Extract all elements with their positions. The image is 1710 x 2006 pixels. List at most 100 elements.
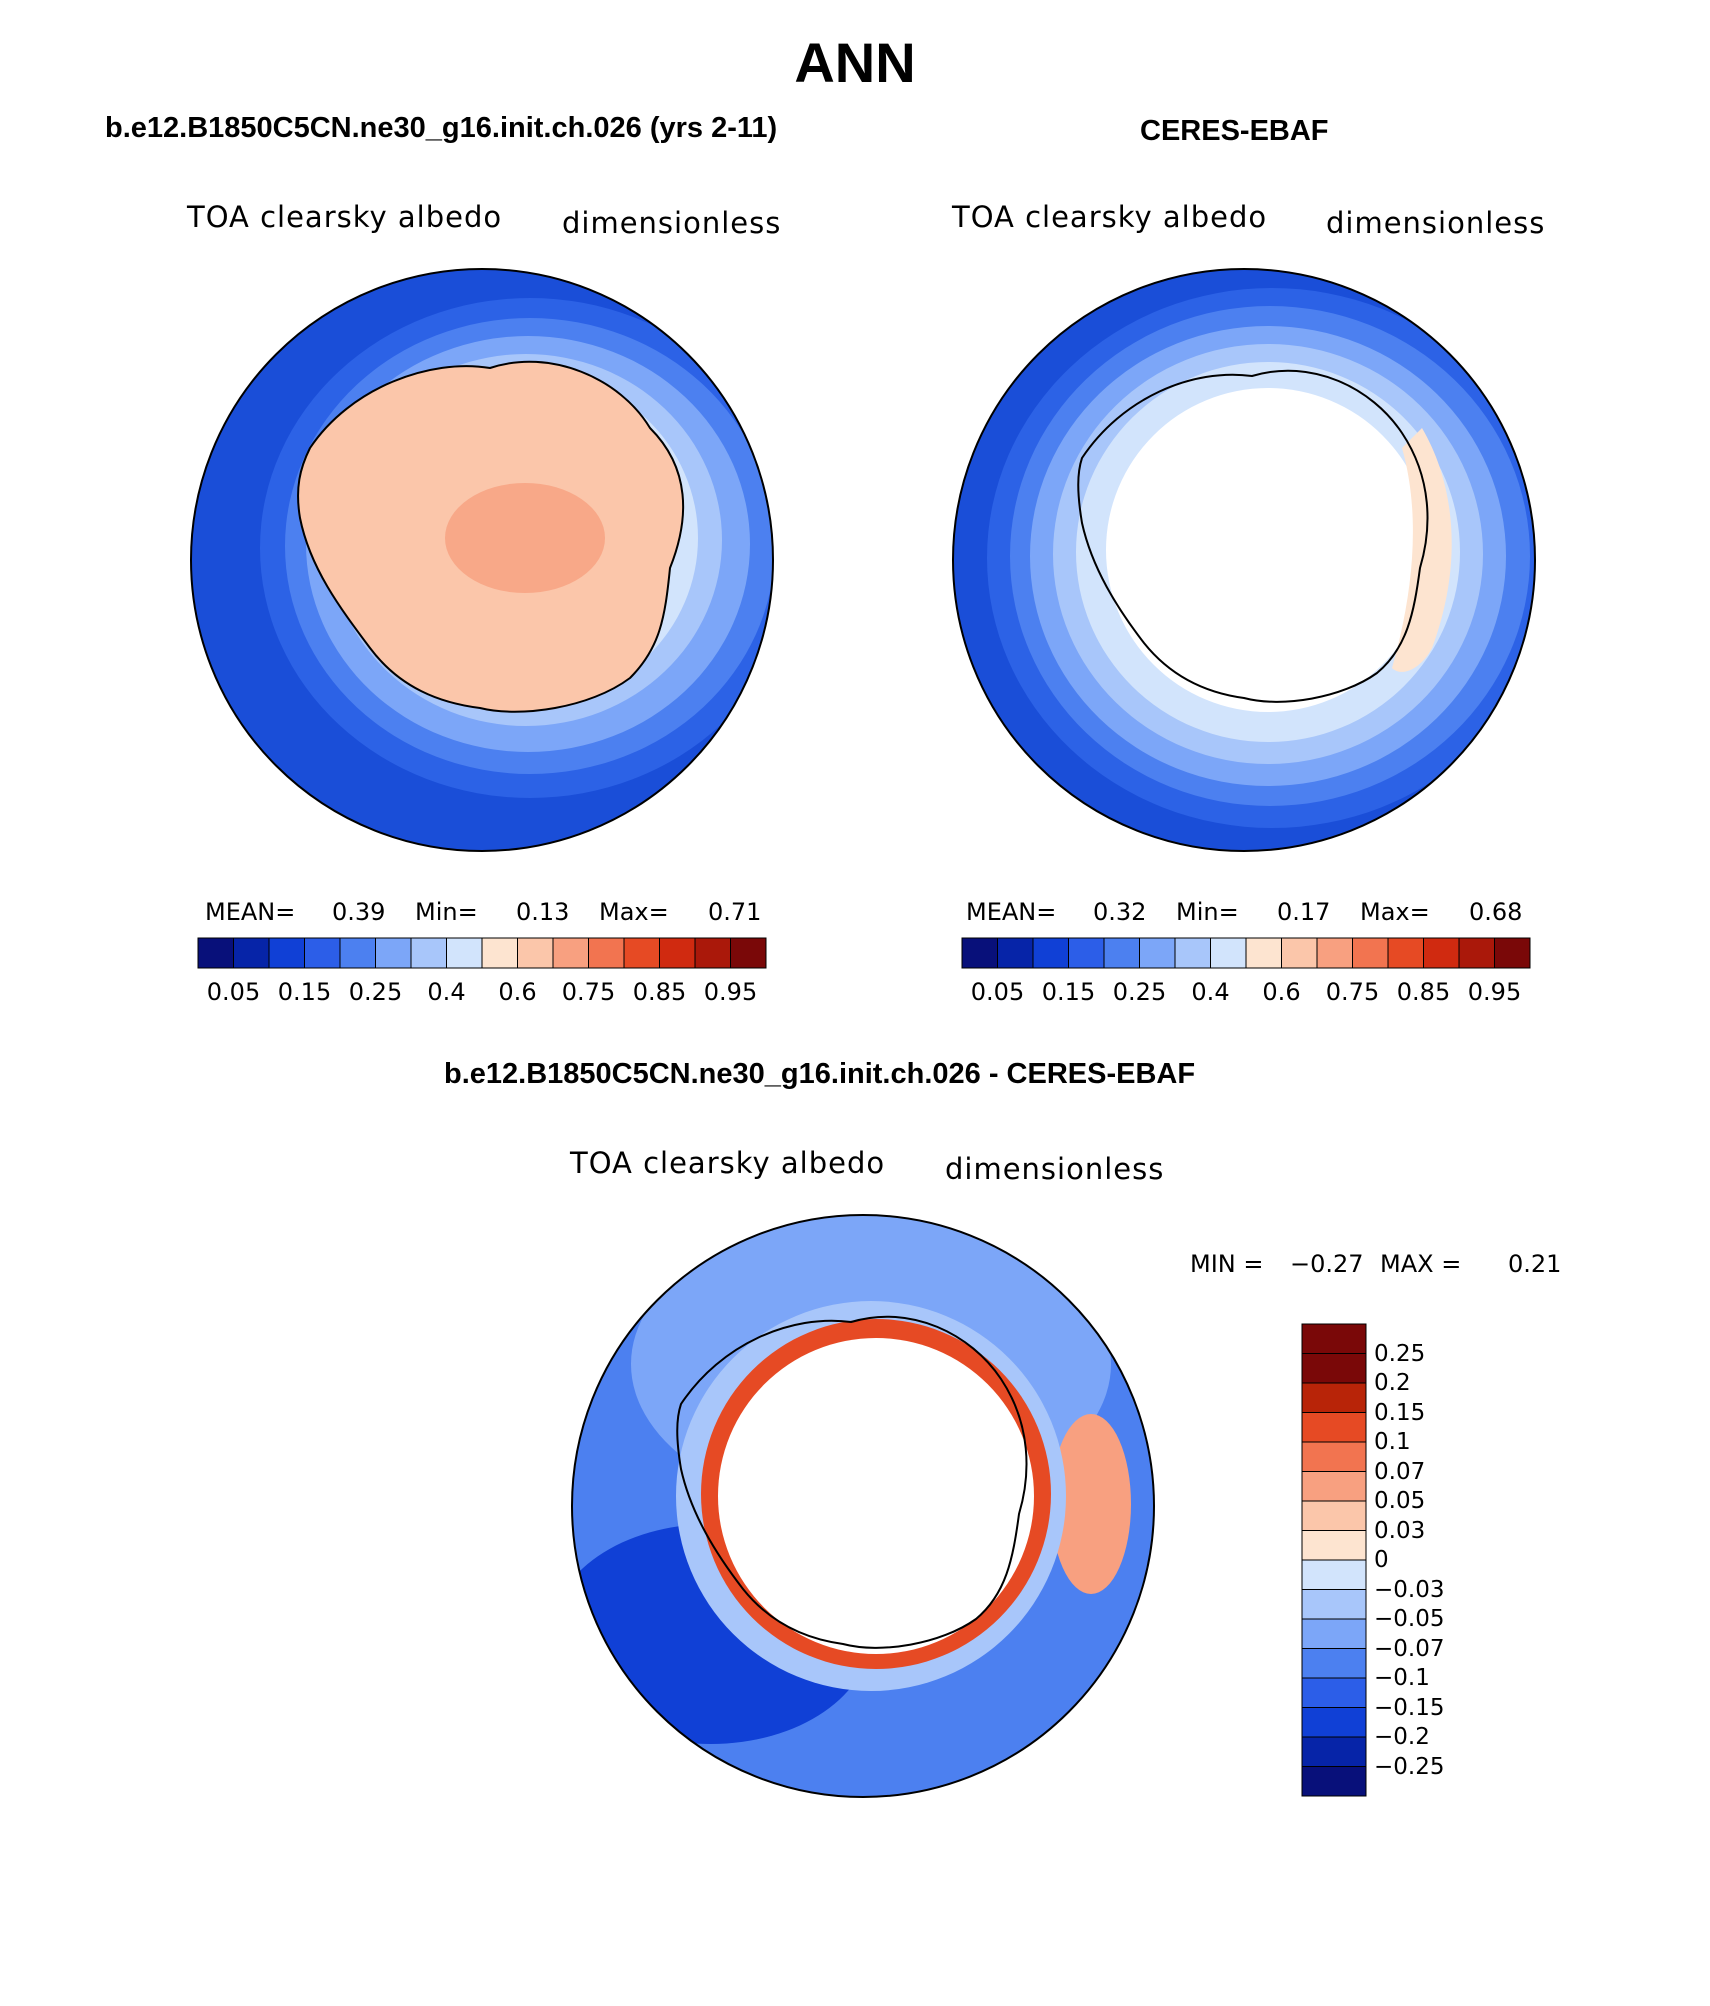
model-map-border — [190, 268, 774, 852]
model-colorbar-tick-label: 0.4 — [427, 978, 466, 1006]
diff-colorbar-tick-label: −0.07 — [1374, 1635, 1445, 1662]
obs-missing-data-region — [1106, 388, 1430, 712]
diff-antarctica-coastline — [676, 1315, 1028, 1649]
diff-colorbar-labels: 0.25 0.2 0.15 0.1 0.07 0.05 0.03 0 −0.03 −0.05 −0.… — [1374, 1324, 1494, 1796]
diff-min-label: MIN = — [1190, 1250, 1264, 1278]
obs-colorbar-swatch — [1245, 937, 1282, 969]
diff-colorbar-swatch — [1301, 1500, 1367, 1531]
obs-colorbar-swatch — [1387, 937, 1424, 969]
obs-min-value: 0.17 — [1277, 898, 1331, 926]
diff-colorbar-swatch — [1301, 1441, 1367, 1472]
diff-missing-data-region — [718, 1338, 1034, 1654]
model-min-label: Min= — [415, 898, 478, 926]
model-colorbar-swatch — [623, 937, 660, 969]
model-colorbar-labels: 0.05 0.15 0.25 0.4 0.6 0.75 0.85 0.95 — [198, 978, 766, 1008]
diff-colorbar-swatch — [1301, 1559, 1367, 1590]
model-colorbar-swatch — [552, 937, 589, 969]
diff-colorbar-tick-label: 0.15 — [1374, 1399, 1426, 1426]
obs-colorbar-swatch — [1032, 937, 1069, 969]
diff-max-label: MAX = — [1380, 1250, 1462, 1278]
obs-colorbar-swatch — [1494, 937, 1531, 969]
obs-colorbar-swatch — [1352, 937, 1389, 969]
model-colorbar-swatch — [659, 937, 696, 969]
obs-colorbar-labels: 0.05 0.15 0.25 0.4 0.6 0.75 0.85 0.95 — [962, 978, 1530, 1008]
obs-map — [952, 268, 1536, 852]
diff-colorbar-swatch — [1301, 1677, 1367, 1708]
obs-map-border — [952, 268, 1536, 852]
diff-panel-heading: b.e12.B1850C5CN.ne30_g16.init.ch.026 - C… — [444, 1058, 1196, 1090]
obs-colorbar-swatch — [1423, 937, 1460, 969]
diff-map — [571, 1214, 1155, 1798]
diff-colorbar-tick-label: −0.15 — [1374, 1694, 1445, 1721]
model-colorbar-swatch — [304, 937, 341, 969]
diff-colorbar-swatch — [1301, 1736, 1367, 1767]
model-colorbar-tick-label: 0.15 — [277, 978, 332, 1006]
model-min-value: 0.13 — [516, 898, 570, 926]
model-colorbar-swatch — [730, 937, 767, 969]
obs-variable-label: TOA clearsky albedo — [952, 200, 1268, 234]
diff-colorbar-swatch — [1301, 1589, 1367, 1620]
diff-map-border — [571, 1214, 1155, 1798]
obs-colorbar-swatch — [1458, 937, 1495, 969]
diff-colorbar-tick-label: 0.05 — [1374, 1488, 1426, 1514]
model-colorbar-swatch — [446, 937, 483, 969]
model-colorbar-tick-label: 0.6 — [498, 978, 537, 1006]
obs-colorbar — [961, 937, 1531, 969]
model-colorbar-tick-label: 0.75 — [561, 978, 616, 1006]
obs-units-label: dimensionless — [1326, 206, 1546, 240]
diff-colorbar-swatch — [1301, 1382, 1367, 1413]
diff-colorbar-swatch — [1301, 1530, 1367, 1561]
obs-colorbar-swatch — [1174, 937, 1211, 969]
obs-colorbar-tick-label: 0.85 — [1396, 978, 1451, 1006]
diff-colorbar-swatch — [1301, 1618, 1367, 1649]
model-mean-value: 0.39 — [332, 898, 386, 926]
main-title: ANN — [794, 31, 916, 94]
obs-max-label: Max= — [1360, 898, 1430, 926]
diff-colorbar-tick-label: 0.25 — [1374, 1340, 1426, 1367]
model-colorbar-tick-label: 0.85 — [632, 978, 687, 1006]
model-colorbar-tick-label: 0.05 — [206, 978, 261, 1006]
model-colorbar-swatch — [233, 937, 270, 969]
diff-colorbar-tick-label: 0.1 — [1374, 1429, 1411, 1455]
obs-colorbar-tick-label: 0.05 — [970, 978, 1025, 1006]
obs-colorbar-tick-label: 0.4 — [1191, 978, 1230, 1006]
obs-colorbar-tick-label: 0.6 — [1262, 978, 1301, 1006]
obs-colorbar-swatch — [1103, 937, 1140, 969]
obs-colorbar-tick-label: 0.15 — [1041, 978, 1096, 1006]
obs-panel-heading: CERES-EBAF — [1140, 115, 1329, 147]
diff-colorbar-swatch — [1301, 1353, 1367, 1384]
diff-colorbar-tick-label: −0.05 — [1374, 1606, 1445, 1632]
model-units-label: dimensionless — [562, 206, 782, 240]
model-colorbar-swatch — [375, 937, 412, 969]
diff-positive-region — [1051, 1414, 1131, 1594]
obs-colorbar-swatch — [997, 937, 1034, 969]
diff-colorbar-tick-label: −0.1 — [1374, 1665, 1430, 1691]
model-mean-label: MEAN= — [205, 898, 296, 926]
model-colorbar-swatch — [481, 937, 518, 969]
diff-max-value: 0.21 — [1508, 1250, 1562, 1278]
model-max-value: 0.71 — [708, 898, 762, 926]
diff-colorbar-tick-label: −0.2 — [1374, 1724, 1430, 1750]
diff-min-value: −0.27 — [1290, 1250, 1364, 1278]
diff-colorbar-tick-label: 0 — [1374, 1547, 1389, 1573]
obs-max-value: 0.68 — [1469, 898, 1523, 926]
obs-colorbar-swatch — [1068, 937, 1105, 969]
model-colorbar-tick-label: 0.25 — [348, 978, 403, 1006]
diff-colorbar-tick-label: 0.2 — [1374, 1370, 1411, 1396]
model-colorbar-swatch — [694, 937, 731, 969]
diff-colorbar-tick-label: 0.07 — [1374, 1458, 1426, 1485]
model-colorbar-swatch — [197, 937, 234, 969]
diff-colorbar-tick-label: −0.25 — [1374, 1753, 1445, 1780]
model-max-label: Max= — [599, 898, 669, 926]
obs-mean-value: 0.32 — [1093, 898, 1147, 926]
model-map — [190, 268, 774, 852]
model-high-albedo-region — [445, 483, 605, 593]
obs-colorbar-tick-label: 0.95 — [1467, 978, 1522, 1006]
diff-colorbar-swatch — [1301, 1323, 1367, 1354]
diff-colorbar-tick-label: 0.03 — [1374, 1517, 1426, 1544]
model-colorbar-swatch — [339, 937, 376, 969]
model-colorbar-swatch — [410, 937, 447, 969]
diff-units-label: dimensionless — [945, 1152, 1165, 1186]
model-colorbar — [197, 937, 767, 969]
obs-colorbar-tick-label: 0.25 — [1112, 978, 1167, 1006]
